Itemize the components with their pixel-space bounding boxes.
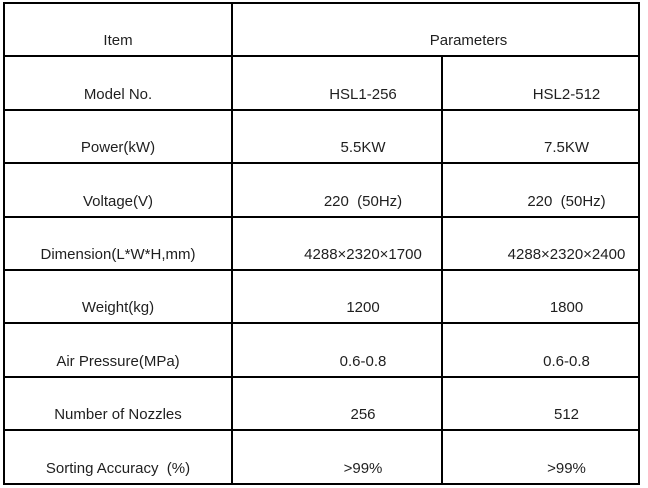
table-row-model: Model No. HSL1-256 HSL2-512 (3, 55, 640, 111)
spec-table: Item Parameters Model No. HSL1-256 HSL2-… (3, 1, 640, 485)
spec-value-cell: >99% (231, 429, 443, 485)
table-row-sorting-accuracy: Sorting Accuracy (%) >99% >99% (3, 429, 640, 485)
spec-value-cell: 0.6-0.8 (441, 322, 640, 378)
table-row-air-pressure: Air Pressure(MPa) 0.6-0.8 0.6-0.8 (3, 322, 640, 378)
spec-value-cell: 1800 (441, 268, 640, 325)
spec-value-cell: 512 (441, 375, 640, 432)
table-row-dimension: Dimension(L*W*H,mm) 4288×2320×1700 4288×… (3, 215, 640, 271)
table-row-weight: Weight(kg) 1200 1800 (3, 268, 640, 325)
header-parameters-cell: Parameters (231, 1, 640, 58)
table-row-voltage: Voltage(V) 220 (50Hz) 220 (50Hz) (3, 162, 640, 218)
spec-value-cell: 220 (50Hz) (441, 162, 640, 218)
spec-value-cell: 4288×2320×2400 (441, 215, 640, 271)
spec-label-cell: Sorting Accuracy (%) (3, 429, 233, 485)
spec-value-cell: 5.5KW (231, 108, 443, 165)
table-row-nozzles: Number of Nozzles 256 512 (3, 375, 640, 432)
spec-label-cell: Voltage(V) (3, 162, 233, 218)
spec-value-cell: >99% (441, 429, 640, 485)
spec-value-cell: 256 (231, 375, 443, 432)
spec-label-cell: Dimension(L*W*H,mm) (3, 215, 233, 271)
spec-label-cell: Number of Nozzles (3, 375, 233, 432)
spec-value-cell: 7.5KW (441, 108, 640, 165)
spec-label-cell: Air Pressure(MPa) (3, 322, 233, 378)
spec-value-cell: HSL2-512 (441, 55, 640, 111)
spec-value-cell: 220 (50Hz) (231, 162, 443, 218)
spec-value-cell: 1200 (231, 268, 443, 325)
spec-label-cell: Power(kW) (3, 108, 233, 165)
spec-value-cell: 0.6-0.8 (231, 322, 443, 378)
spec-label-cell: Weight(kg) (3, 268, 233, 325)
spec-value-cell: HSL1-256 (231, 55, 443, 111)
header-item-cell: Item (3, 1, 233, 58)
table-header-row: Item Parameters (3, 1, 640, 58)
spec-label-cell: Model No. (3, 55, 233, 111)
table-row-power: Power(kW) 5.5KW 7.5KW (3, 108, 640, 165)
spec-value-cell: 4288×2320×1700 (231, 215, 443, 271)
